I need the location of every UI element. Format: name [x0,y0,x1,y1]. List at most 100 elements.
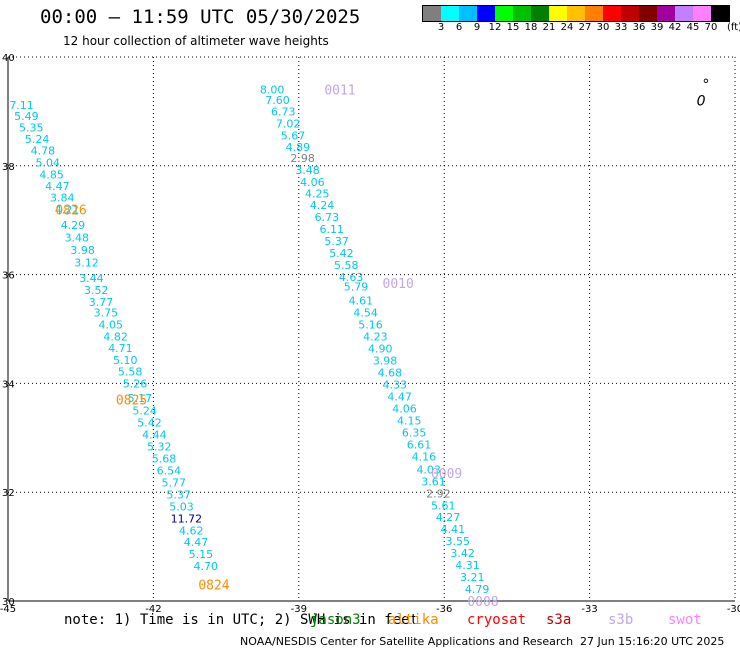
color-scale-tick: 15 [506,22,520,33]
wave-height-point: 3.21 [460,571,485,584]
wave-height-point: 4.78 [31,145,56,158]
wave-height-point: 6.73 [271,105,296,118]
wave-height-point: 7.60 [265,94,290,107]
wave-height-point: 4.44 [142,429,167,442]
wave-height-point: 3.48 [65,232,90,245]
pass-time-label: 0010 [383,277,414,292]
wave-height-point: 3.75 [94,307,119,320]
color-scale-segment [711,6,729,21]
wave-height-point: 4.47 [387,390,412,403]
color-scale-segment [549,6,567,21]
color-scale-segment [585,6,603,21]
satellite-legend-s3a: s3a [546,612,572,628]
color-scale-segment [423,6,441,21]
satellite-legend-altika: altika [388,612,439,628]
wave-height-point: 3.52 [84,284,109,297]
wave-height-point: 5.42 [137,417,162,430]
color-scale-tick: 18 [524,22,538,33]
wave-height-point: 3.84 [50,191,75,204]
wave-height-point: 4.33 [383,378,408,391]
wave-height-point: 5.79 [344,281,369,294]
y-tick-label: 40 [2,53,15,64]
x-tick-label: -39 [291,604,307,615]
satellite-legend-cryosat: cryosat [467,612,527,628]
wave-height-point: 4.29 [61,219,86,232]
wave-height-point: 8.00 [260,84,285,97]
color-scale-tick: 9 [473,22,481,33]
wave-height-point: 5.42 [329,247,354,260]
wave-height-point: 3.12 [74,257,99,270]
x-tick-label: -36 [436,604,452,615]
color-scale-tick: 30 [596,22,610,33]
wave-height-point: 4.63 [339,271,364,284]
wave-height-point: 4.47 [184,536,209,549]
wave-height-point: 5.58 [334,259,359,272]
pass-time-label: 0825 [116,394,147,409]
satellite-legend-jason3: jason3 [310,612,361,628]
wave-height-point: 5.03 [169,500,194,513]
y-tick-label: 36 [2,271,15,282]
color-scale-tick: 42 [668,22,682,33]
color-scale-segment [477,6,495,21]
color-scale-segment [441,6,459,21]
wave-height-point: 5.10 [113,354,138,367]
wave-height-point: 5.68 [152,452,177,465]
color-scale-tick: 27 [578,22,592,33]
wave-height-point: 5.26 [123,377,148,390]
color-scale-labels: 3 6 9 12 15 18 21 24 27 30 33 36 39 42 45 70 [422,22,740,34]
wave-height-point: 4.54 [353,307,378,320]
color-scale-unit: (ft) [727,22,740,33]
wave-height-point: 3.77 [89,296,114,309]
credit-date: 27 Jun 15:16:20 UTC 2025 [580,635,725,648]
wave-height-point: 4.23 [363,331,388,344]
map-marker: ° [702,77,709,93]
wave-height-point: 3.98 [70,244,95,257]
wave-height-point: 5.35 [19,122,44,135]
pass-time-label: 0009 [431,467,462,482]
wave-height-point: 4.71 [108,342,133,355]
wave-height-point: 4.47 [45,180,70,193]
wave-height-point: 6.35 [402,426,427,439]
wave-height-point: 5.77 [162,476,187,489]
pass-time-label: 0824 [198,579,229,594]
wave-height-point: 4.27 [436,511,461,524]
wave-height-point: 4.16 [412,450,437,463]
wave-height-point: 5.49 [14,110,39,123]
wave-height-point: 5.16 [358,319,383,332]
map-marker: 0 [697,94,706,110]
chart-title: 00:00 — 11:59 UTC 05/30/2025 [40,6,361,28]
wave-height-point: 4.70 [193,560,218,573]
color-scale-segment [657,6,675,21]
wave-height-point: 4.62 [179,524,204,537]
pass-time-label: 0011 [324,84,355,99]
color-scale-segment [513,6,531,21]
color-scale-segment [693,6,711,21]
wave-height-point: 6.11 [320,223,345,236]
y-tick-label: 32 [2,488,15,499]
wave-height-point: 3.98 [373,355,398,368]
wave-height-point: 4.90 [368,343,393,356]
wave-height-point: 4.31 [455,559,480,572]
color-scale-bar [422,5,730,22]
color-scale-tick: 39 [650,22,664,33]
color-scale-tick: 12 [488,22,502,33]
color-scale-segment [567,6,585,21]
wave-height-point: 4.03 [416,463,441,476]
color-scale-segment [675,6,693,21]
wave-height-point: 5.58 [118,365,143,378]
color-scale-tick: 33 [614,22,628,33]
wave-height-point: 5.67 [281,129,306,142]
wave-height-point: 4.25 [305,188,330,201]
wave-height-point: 3.42 [450,547,475,560]
color-scale-tick: 21 [542,22,556,33]
note-row: note: 1) Time is in UTC; 2) SWH is in fe… [0,612,740,630]
x-tick-label: -45 [0,604,16,615]
color-scale-tick: 24 [560,22,574,33]
wave-height-point: 5.04 [35,157,60,170]
wave-height-point: 4.89 [286,141,311,154]
wave-height-point: 4.21 [55,203,80,216]
y-tick-label: 38 [2,162,15,173]
credit-org: NOAA/NESDIS Center for Satellite Applica… [240,635,574,648]
satellite-legend-s3b: s3b [608,612,634,628]
color-scale-tick: 45 [686,22,700,33]
